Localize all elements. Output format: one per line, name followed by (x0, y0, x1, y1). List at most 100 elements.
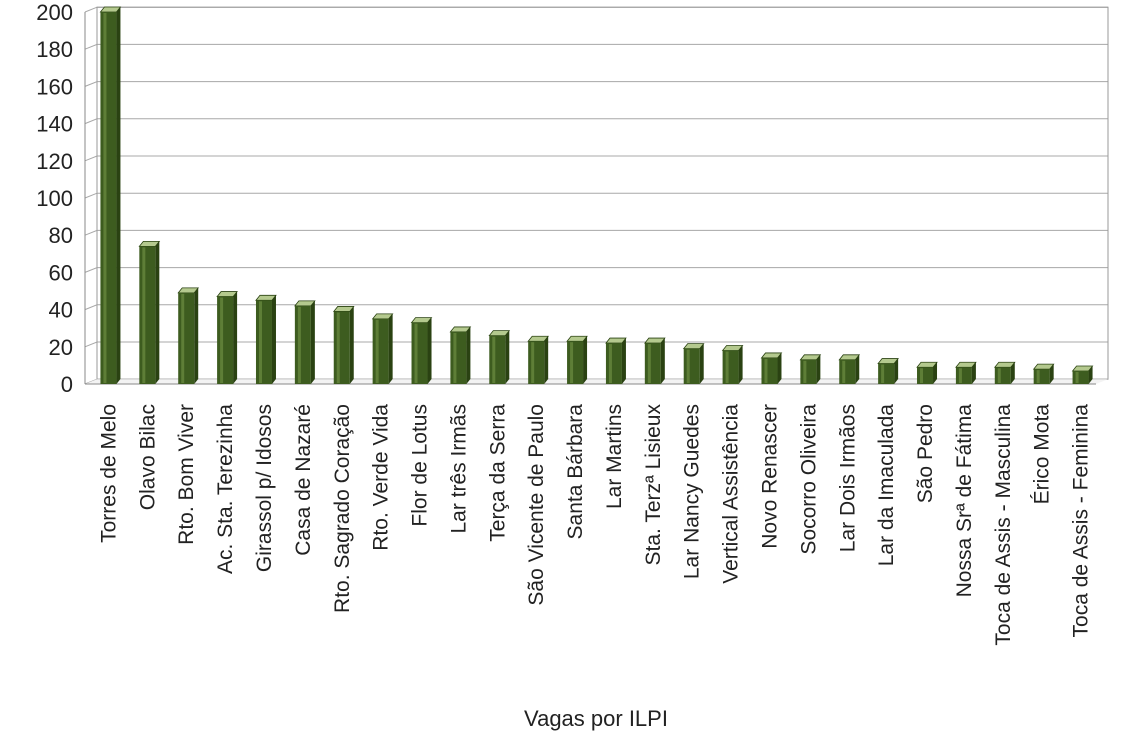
bar-highlight (414, 323, 418, 383)
y-tick-label: 100 (36, 186, 73, 211)
y-tick-label: 120 (36, 149, 73, 174)
bar-side (427, 317, 432, 384)
x-category-labels: Torres de Melo Olavo Bilac Rto. Bom Viver A… (97, 404, 1092, 646)
bar-front (917, 367, 934, 384)
bar-highlight (375, 319, 379, 383)
bar-highlight (764, 358, 768, 383)
bar-highlight (492, 336, 496, 383)
x-category-label: Flor de Lotus (409, 404, 432, 527)
x-category-label: Sta. Terzª Lisieux (642, 404, 665, 566)
x-category-label: Lar da Imaculada (875, 404, 898, 567)
bar-side (233, 291, 238, 384)
bar-top (177, 287, 200, 294)
bar-top (955, 361, 977, 368)
bar (721, 345, 744, 384)
bar-front (217, 296, 234, 384)
gridline (84, 341, 1108, 348)
bar (760, 352, 783, 384)
bar (1071, 365, 1094, 384)
plot-floor (85, 379, 1108, 384)
bar-top (138, 240, 161, 247)
bar-side (855, 354, 860, 384)
bar-top (799, 354, 822, 361)
bar-front (411, 322, 428, 384)
x-category-label: São Vicente de Paulo (525, 404, 548, 606)
x-category-label: Socorro Oliveira (797, 404, 820, 555)
y-tick-labels: 0 20 40 60 80 100 120 140 160 180 200 (36, 0, 73, 397)
y-tick-label: 20 (49, 335, 73, 360)
bar-top (99, 6, 122, 13)
bar-front (100, 12, 117, 384)
bar (643, 337, 666, 384)
bar-top (371, 313, 394, 320)
x-category-label: Girassol p/ Idosos (253, 404, 276, 572)
bar-top (877, 358, 899, 364)
bar-highlight (220, 297, 224, 383)
x-category-label: Rto. Verde Vida (370, 404, 393, 551)
bar-highlight (842, 360, 846, 383)
bar-side (194, 287, 199, 384)
gridline (84, 304, 1108, 311)
bar (838, 354, 861, 384)
bar-highlight (881, 364, 885, 383)
y-tick-label: 40 (49, 298, 73, 323)
bar (177, 287, 200, 384)
bar-highlight (997, 368, 1001, 383)
x-category-label: Casa de Nazaré (292, 404, 315, 556)
gridline (84, 267, 1108, 273)
gridline (84, 118, 1108, 125)
y-tick-label: 140 (36, 112, 73, 137)
bar-top (216, 291, 238, 297)
bar-side (310, 300, 315, 384)
x-category-label: Toca de Assis - Masculina (992, 404, 1015, 646)
bar-side (544, 336, 549, 384)
bar-top (410, 317, 433, 324)
x-category-label: Torres de Melo (97, 404, 120, 543)
bar (916, 361, 938, 384)
bar-highlight (531, 342, 535, 383)
bar-top (449, 326, 472, 333)
x-category-label: Lar Martins (603, 404, 626, 509)
bar (955, 361, 977, 384)
bar-side (699, 343, 704, 384)
bar-side (583, 336, 588, 384)
bar-top (1032, 363, 1055, 370)
bar-side (349, 306, 354, 384)
bar-front (1072, 370, 1089, 384)
bar-side (621, 338, 626, 384)
bar-top (760, 352, 783, 359)
x-axis-label: Vagas por ILPI (524, 706, 668, 731)
x-category-label: Rto. Sagrado Coração (331, 404, 354, 613)
bar-side (505, 330, 510, 384)
bar-front (1033, 369, 1050, 384)
bar (799, 354, 822, 384)
bar (138, 240, 161, 384)
x-category-label: Lar Dois Irmãos (836, 404, 859, 552)
bar-top (332, 306, 355, 312)
bar-front (450, 331, 467, 384)
x-category-label: Ac. Sta. Terezinha (214, 404, 237, 574)
bar-front (605, 343, 622, 384)
x-category-label: Vertical Assistência (720, 404, 743, 584)
bars (99, 6, 1094, 384)
x-category-label: Santa Bárbara (564, 404, 587, 540)
bar-side (271, 295, 276, 384)
bar-front (839, 359, 856, 384)
bar-top (294, 300, 316, 307)
bar (605, 337, 627, 384)
x-category-label: Lar três Irmãs (447, 404, 470, 534)
gridline (84, 192, 1108, 199)
bar-highlight (453, 332, 457, 383)
bar-top (682, 343, 705, 350)
bar-top (721, 345, 744, 351)
bar (449, 326, 472, 384)
y-tick-label: 60 (49, 260, 73, 285)
bar-side (1010, 362, 1015, 384)
bar-front (528, 341, 545, 384)
bar-highlight (647, 344, 651, 383)
bar-front (294, 305, 311, 384)
x-category-label: Olavo Bilac (136, 404, 159, 510)
bar-top (488, 330, 511, 337)
bar (993, 361, 1016, 384)
bar-side (388, 313, 393, 384)
